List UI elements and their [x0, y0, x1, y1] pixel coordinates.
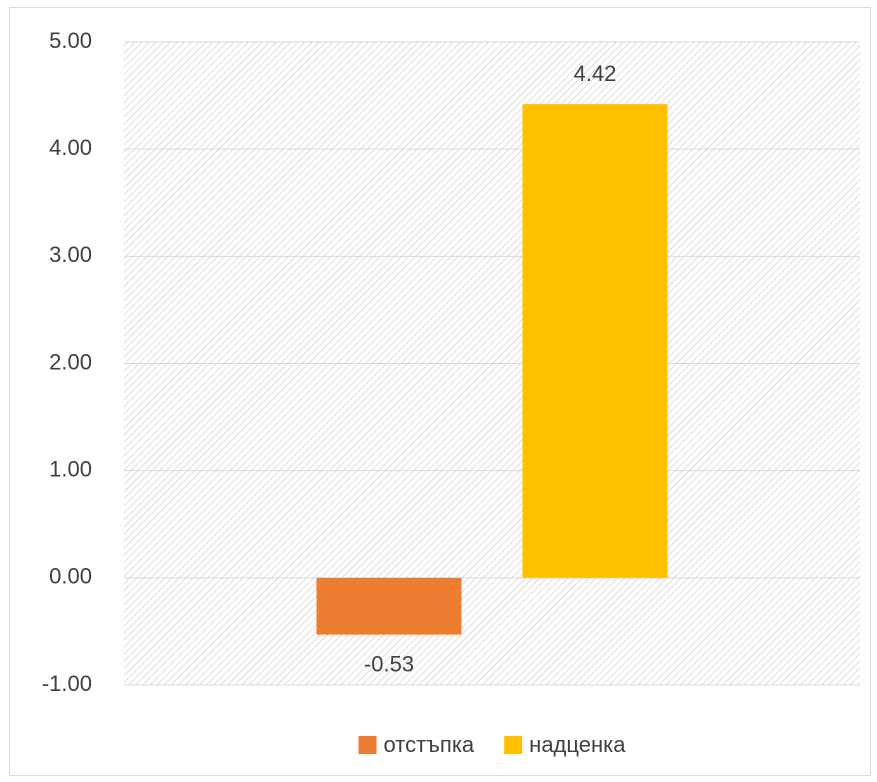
y-tick-label: 3.00	[49, 242, 92, 267]
legend-label: отстъпка	[384, 732, 475, 757]
y-tick-label: 4.00	[49, 135, 92, 160]
data-label: -0.53	[364, 651, 414, 676]
bar	[522, 104, 668, 578]
legend-label: надценка	[529, 732, 626, 757]
legend-swatch	[504, 736, 523, 754]
y-tick-label: -1.00	[42, 671, 92, 696]
y-tick-label: 1.00	[49, 456, 92, 481]
legend-swatch	[358, 736, 377, 754]
bar	[316, 577, 462, 635]
y-tick-label: 5.00	[49, 28, 92, 53]
data-label: 4.42	[574, 61, 617, 86]
y-tick-label: 0.00	[49, 564, 92, 589]
y-tick-label: 2.00	[49, 349, 92, 374]
